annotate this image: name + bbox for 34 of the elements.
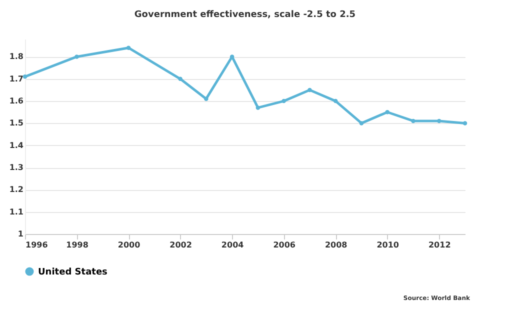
point [411, 118, 416, 124]
y-tick-label: 1.4 [9, 140, 24, 150]
y-tick-label: 1 [18, 230, 24, 238]
x-tick-label: 2012 [428, 240, 451, 250]
point [256, 106, 260, 110]
point [462, 121, 468, 126]
point [333, 98, 338, 104]
x-tick-label: 2002 [170, 240, 192, 250]
x-tick-label: 2004 [221, 240, 244, 250]
chart-title: Government effectiveness, scale -2.5 to 2.5 [134, 10, 356, 20]
y-tick-label: 1.6 [9, 96, 24, 106]
point [282, 98, 286, 104]
point [359, 121, 364, 126]
legend-label: United States [38, 268, 108, 278]
y-tick-label: 1.3 [9, 163, 24, 172]
y-tick-label: 1.5 [9, 118, 24, 128]
point [204, 96, 208, 101]
point [126, 46, 131, 50]
y-tick-label: 1.2 [9, 185, 24, 194]
point [385, 110, 390, 114]
y-tick-label: 1.8 [9, 52, 24, 62]
point [178, 76, 182, 82]
point [74, 54, 79, 59]
y-tick-label: 1.1 [9, 207, 24, 216]
point [308, 88, 312, 92]
point [22, 74, 28, 79]
x-tick-label: 2010 [376, 240, 400, 250]
y-tick-label: 1.7 [9, 74, 24, 84]
x-tick-label: 2000 [118, 240, 141, 250]
x-tick-label: 2006 [273, 240, 296, 250]
point [436, 118, 442, 124]
x-tick-label: 1998 [66, 240, 89, 250]
x-tick-label: 2008 [324, 240, 348, 250]
x-tick-label: 1996 [26, 240, 48, 250]
